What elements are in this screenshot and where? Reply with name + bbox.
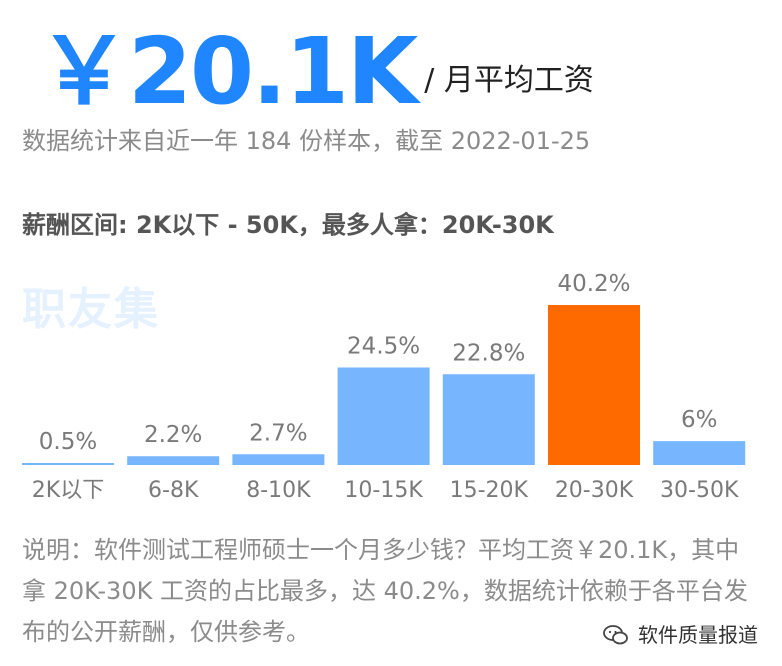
bar-value-label-0: 0.5%	[39, 429, 97, 455]
x-tick-label-5: 20-30K	[555, 478, 634, 503]
x-tick-label-3: 10-15K	[344, 478, 423, 503]
average-salary-value: ￥20.1K	[38, 18, 418, 125]
x-tick-label-6: 30-50K	[660, 478, 739, 503]
bar-5	[548, 305, 640, 465]
salary-range-text: 薪酬区间: 2K以下 - 50K，最多人拿：20K-30K	[22, 211, 554, 239]
bar-value-label-1: 2.2%	[144, 422, 202, 448]
bar-2	[232, 454, 325, 465]
bar-value-label-3: 24.5%	[347, 333, 420, 359]
x-tick-label-2: 8-10K	[246, 478, 311, 503]
bar-0	[22, 463, 114, 465]
x-tick-label-0: 2K以下	[32, 478, 104, 503]
brand-badge: 软件质量报道	[592, 618, 764, 652]
x-tick-label-4: 15-20K	[450, 478, 529, 503]
watermark-logo: 职友集	[22, 284, 160, 335]
x-tick-label-1: 6-8K	[148, 478, 199, 503]
wechat-icon	[602, 624, 630, 646]
bar-1	[127, 456, 220, 465]
brand-name: 软件质量报道	[638, 623, 758, 647]
average-salary-header: ￥20.1K / 月平均工资	[38, 2, 594, 118]
bar-value-label-5: 40.2%	[557, 271, 630, 297]
bar-3	[337, 367, 430, 465]
description-note: 说明：软件测试工程师硕士一个月多少钱？平均工资￥20.1K，其中拿 20K-30…	[22, 536, 748, 646]
bar-4	[442, 374, 535, 465]
bar-value-label-6: 6%	[681, 407, 718, 433]
bar-6	[653, 441, 746, 465]
sample-source-text: 数据统计来自近一年 184 份样本，截至 2022-01-25	[22, 127, 591, 155]
bar-value-label-2: 2.7%	[249, 420, 307, 446]
bar-value-label-4: 22.8%	[452, 340, 525, 366]
average-salary-unit: / 月平均工资	[424, 63, 594, 98]
